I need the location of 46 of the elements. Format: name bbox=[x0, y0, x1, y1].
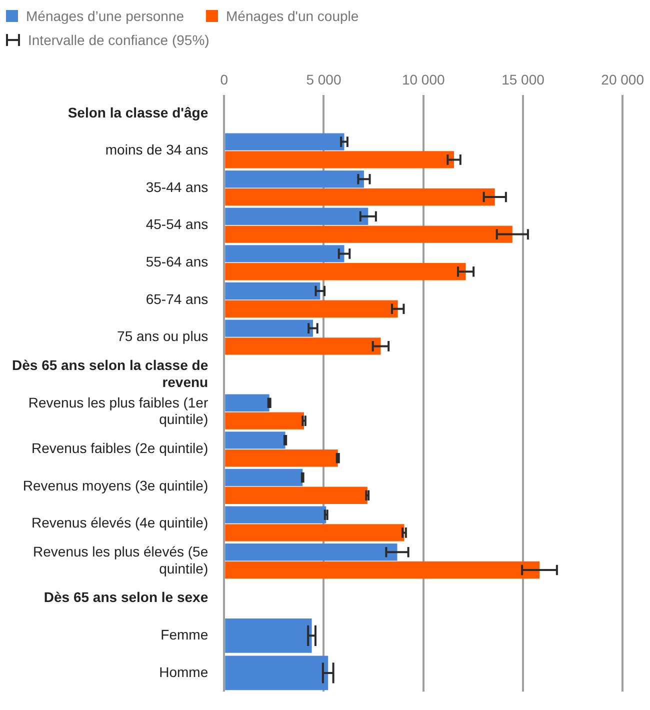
bar bbox=[225, 151, 454, 168]
bar bbox=[225, 394, 270, 412]
bar bbox=[225, 226, 512, 243]
legend-label: Ménages d’une personne bbox=[26, 8, 184, 24]
y-tick-label: 45-54 ans bbox=[146, 216, 208, 232]
x-tick-label: 10 000 bbox=[402, 71, 445, 88]
bar bbox=[225, 432, 286, 449]
bar bbox=[225, 506, 326, 524]
y-tick-label: 35-44 ans bbox=[146, 178, 208, 195]
bar bbox=[225, 486, 368, 504]
bar bbox=[225, 561, 540, 579]
x-tick-label: 5 000 bbox=[306, 71, 342, 88]
legend-label: Ménages d'un couple bbox=[226, 8, 359, 24]
bar bbox=[225, 245, 344, 262]
bar bbox=[225, 188, 495, 206]
y-tick-label: moins de 34 ans bbox=[105, 142, 208, 158]
y-tick-label: Revenus les plus élevés (5e quintile) bbox=[33, 544, 208, 576]
bar bbox=[225, 208, 368, 225]
bar bbox=[225, 338, 381, 355]
bar bbox=[225, 524, 404, 542]
y-tick-label: Homme bbox=[159, 664, 208, 680]
bar bbox=[225, 282, 320, 300]
y-tick-label: Revenus faibles (2e quintile) bbox=[31, 440, 208, 456]
y-tick-label: Revenus moyens (3e quintile) bbox=[22, 477, 208, 494]
y-tick-label: 55-64 ans bbox=[146, 254, 208, 270]
y-tick-label: Dès 65 ans selon le sexe bbox=[44, 589, 208, 606]
text: Intervalle de confiance (95%) bbox=[28, 32, 210, 48]
y-tick-label: 65-74 ans bbox=[146, 290, 208, 307]
bar bbox=[225, 468, 303, 486]
x-tick-label: 20 000 bbox=[601, 71, 644, 88]
bar bbox=[225, 170, 364, 188]
y-tick-label: Femme bbox=[160, 626, 208, 643]
bar bbox=[225, 450, 338, 467]
x-tick-label: 0 bbox=[220, 71, 228, 88]
y-tick-label: Revenus les plus faibles (1er quintile) bbox=[28, 394, 208, 428]
bar bbox=[225, 300, 398, 318]
bar bbox=[225, 544, 398, 561]
bar bbox=[225, 320, 313, 337]
bar bbox=[225, 133, 344, 150]
y-tick-label: Dès 65 ans selon la classe de revenu bbox=[12, 357, 208, 390]
y-tick-label: Revenus élevés (4e quintile) bbox=[31, 514, 208, 531]
y-tick-label: Selon la classe d'âge bbox=[68, 104, 208, 120]
bar bbox=[225, 263, 466, 280]
y-tick-label: 75 ans ou plus bbox=[117, 328, 208, 344]
bar bbox=[225, 412, 304, 430]
x-tick-label: 15 000 bbox=[502, 71, 545, 88]
